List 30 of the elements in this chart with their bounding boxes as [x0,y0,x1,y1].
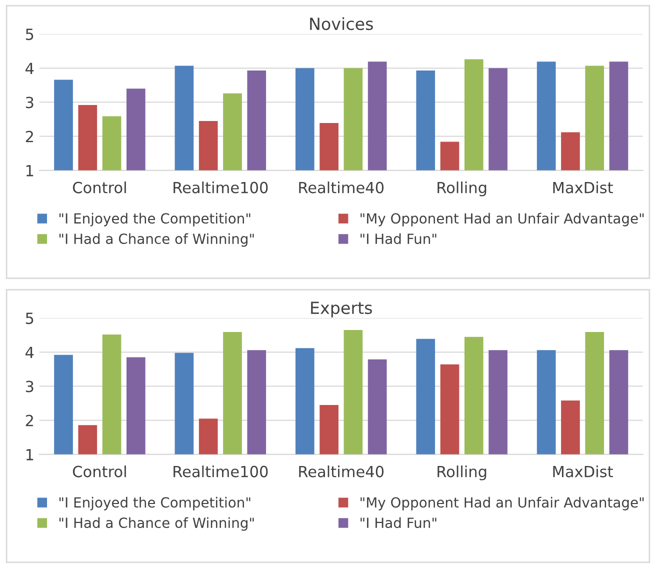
y-tick-label: 3 [26,96,34,108]
legend-label: "My Opponent Had an Unfair Advantage" [360,496,644,510]
legend-label: "I Enjoyed the Competition" [59,496,250,510]
legend-label: "I Had a Chance of Winning" [59,517,254,531]
y-tick-label: 1 [26,165,34,176]
y-tick-label: 1 [26,449,34,460]
chart-title: Novices [310,17,373,30]
y-tick-label: 3 [26,380,34,392]
chart-title: Experts [311,302,372,318]
x-tick-label: Realtime100 [174,466,268,478]
x-tick-label: Control [72,182,126,194]
y-tick-label: 4 [26,346,34,358]
y-tick-label: 2 [26,130,33,142]
legend-label: "I Enjoyed the Competition" [59,212,250,226]
y-tick-label: 4 [26,62,34,74]
y-tick-label: 2 [26,414,33,426]
legend-label: "I Had Fun" [360,233,436,244]
x-tick-label: Rolling [438,466,486,480]
x-tick-label: MaxDist [553,182,613,194]
legend-label: "I Had Fun" [360,517,436,528]
x-tick-label: Realtime40 [299,466,384,478]
legend-label: "I Had a Chance of Winning" [59,233,254,247]
legend-label: "My Opponent Had an Unfair Advantage" [360,212,644,226]
x-tick-label: Realtime100 [174,182,268,194]
y-tick-label: 5 [26,28,34,40]
x-tick-label: Rolling [438,182,486,196]
x-tick-label: MaxDist [553,466,613,478]
x-tick-label: Realtime40 [299,182,384,194]
y-tick-label: 5 [26,312,34,324]
x-tick-label: Control [72,466,126,478]
